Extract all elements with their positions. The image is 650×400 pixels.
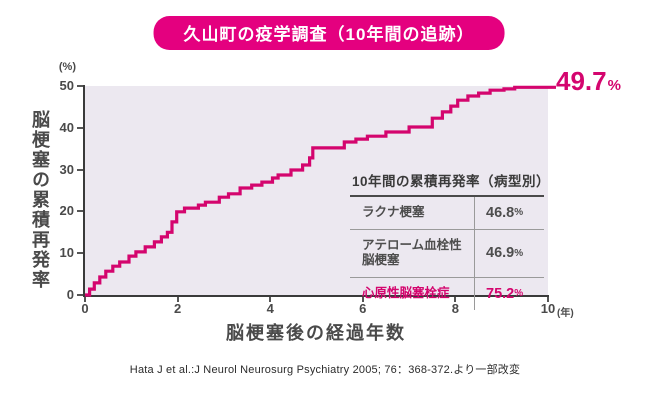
y-tick-label: 40	[59, 119, 74, 135]
y-tick-label: 0	[66, 287, 74, 302]
row-value-unit: %	[514, 288, 524, 300]
x-axis-title: 脳梗塞後の経過年数	[226, 323, 406, 343]
y-axis-unit: (%)	[58, 61, 76, 73]
x-tick-mark	[454, 297, 457, 302]
y-tick-label: 50	[59, 78, 74, 93]
row-value: 46.8%	[474, 197, 544, 229]
y-tick-label: 30	[59, 161, 74, 177]
y-tick-mark	[77, 126, 83, 129]
row-value: 75.2%	[474, 277, 544, 310]
x-tick-label: 6	[359, 301, 367, 316]
row-value: 46.9%	[474, 229, 544, 277]
row-label: ラクナ梗塞	[362, 205, 425, 219]
y-tick-mark	[77, 85, 83, 87]
x-tick-label: 0	[81, 301, 89, 316]
x-tick-mark	[84, 297, 86, 302]
x-tick-label: 10	[540, 301, 556, 316]
x-tick-label: 8	[451, 301, 460, 316]
x-tick-mark	[547, 297, 549, 302]
final-value-annotation: 49.7%	[556, 66, 621, 97]
inset-table-title: 10年間の累積再発率（病型別）	[350, 168, 550, 197]
y-tick-mark	[77, 210, 83, 213]
plot-area	[85, 86, 548, 295]
recurrence-curve	[85, 85, 556, 297]
x-tick-label: 4	[266, 301, 274, 316]
x-tick-mark	[176, 297, 179, 302]
y-tick-mark	[77, 252, 83, 255]
final-value-unit: %	[607, 77, 621, 94]
row-value-unit: %	[514, 247, 524, 259]
page-title: 久山町の疫学調査（10年間の追跡）	[183, 25, 475, 44]
title-banner: 久山町の疫学調査（10年間の追跡）	[153, 16, 505, 50]
x-axis-line	[83, 295, 549, 297]
inset-table: 10年間の累積再発率（病型別） ラクナ梗塞 46.8% アテローム血栓性脳梗塞 …	[350, 168, 550, 310]
y-tick-mark	[77, 168, 83, 171]
y-tick-label: 10	[59, 245, 74, 261]
x-tick-mark	[269, 297, 272, 302]
row-label: アテローム血栓性脳梗塞	[362, 237, 462, 268]
row-label: 心原性脳塞栓症	[362, 285, 450, 300]
table-row-atherothrombotic: アテローム血栓性脳梗塞 46.9%	[350, 228, 544, 277]
x-tick-label: 2	[173, 301, 182, 316]
citation: Hata J et al.:J Neurol Neurosurg Psychia…	[129, 364, 521, 376]
table-row-cardioembolic: 心原性脳塞栓症 75.2%	[350, 276, 544, 310]
row-value-number: 46.9	[486, 245, 515, 262]
table-row-lacunar: ラクナ梗塞 46.8%	[350, 197, 544, 229]
x-axis-unit: (年)	[557, 308, 574, 319]
y-tick-label: 20	[59, 203, 74, 219]
step-line-chart	[85, 85, 556, 297]
y-tick-mark	[77, 294, 83, 296]
row-value-number: 75.2	[486, 285, 515, 302]
row-value-number: 46.8	[486, 204, 515, 221]
y-axis-line	[83, 85, 85, 297]
y-axis-title: 脳梗塞の累積再発率	[30, 110, 50, 290]
final-value: 49.7	[556, 66, 607, 96]
x-tick-mark	[361, 297, 364, 302]
row-value-unit: %	[514, 207, 524, 219]
